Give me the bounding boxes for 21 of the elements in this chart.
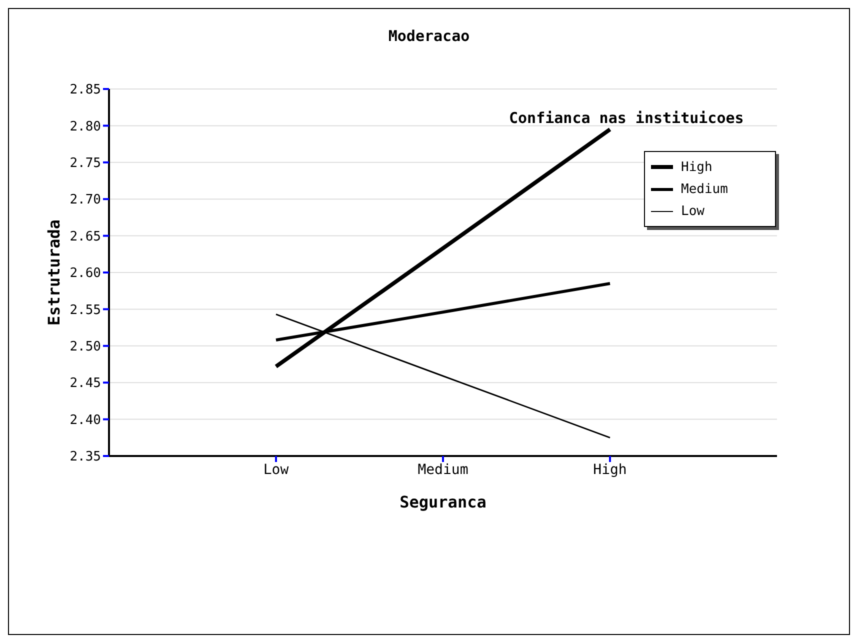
y-tick-label: 2.75 [70, 156, 101, 172]
y-tick-label: 2.65 [70, 229, 101, 244]
legend-title: Confianca nas instituicoes [509, 109, 745, 127]
y-tick-label: 2.35 [70, 450, 101, 465]
y-tick-label: 2.50 [70, 340, 101, 355]
x-tick-label: Medium [418, 462, 468, 478]
y-tick-label: 2.45 [70, 376, 101, 392]
legend-label: High [681, 160, 712, 174]
y-tick-label: 2.85 [70, 82, 101, 98]
legend-label: Medium [681, 182, 728, 196]
chart-title: Moderacao [387, 27, 471, 45]
y-axis-title: Estruturada [44, 220, 64, 326]
x-tick-label: Low [263, 462, 290, 478]
x-axis-title: Seguranca [400, 492, 486, 512]
legend-label: Low [681, 204, 704, 218]
y-tick-label: 2.60 [70, 266, 101, 282]
x-tick-label: High [593, 462, 627, 478]
y-tick-label: 2.40 [70, 412, 101, 428]
y-tick-label: 2.80 [70, 119, 101, 134]
y-tick-label: 2.55 [70, 302, 101, 318]
y-tick-label: 2.70 [70, 192, 101, 208]
